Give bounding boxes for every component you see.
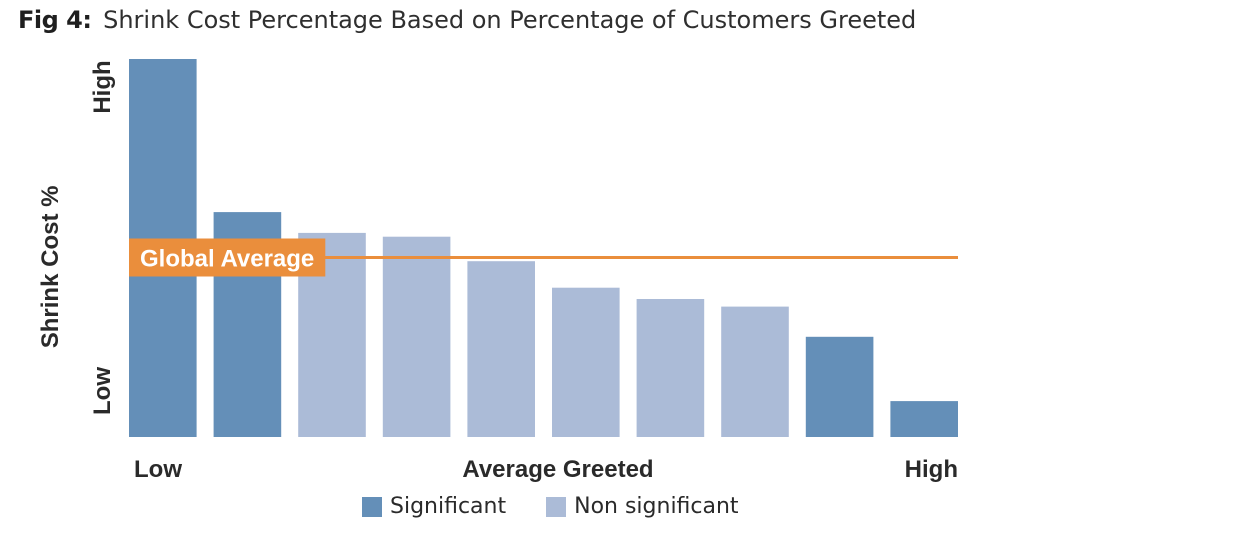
global-average-label: Global Average xyxy=(140,246,314,273)
y-axis-title: Shrink Cost % xyxy=(37,186,64,349)
bar-6 xyxy=(552,287,620,437)
legend-item-non-significant: Non significant xyxy=(546,494,739,519)
y-axis-high-label: High xyxy=(89,60,116,113)
bar-9 xyxy=(805,336,874,437)
bar-10 xyxy=(890,401,958,437)
legend-label-significant: Significant xyxy=(390,494,507,519)
y-axis-low-label: Low xyxy=(89,367,116,415)
figure-number: Fig 4: xyxy=(18,6,92,34)
legend: Significant Non significant xyxy=(362,494,779,519)
chart-title: Fig 4: Shrink Cost Percentage Based on P… xyxy=(18,6,916,34)
x-axis-title: Average Greeted xyxy=(462,456,653,483)
global-average-label-box xyxy=(129,238,326,277)
bar-7 xyxy=(636,299,705,437)
legend-swatch-non-significant xyxy=(546,496,567,517)
legend-label-non-significant: Non significant xyxy=(574,494,739,519)
bar-8 xyxy=(721,306,789,437)
x-axis-high-label: High xyxy=(905,456,958,483)
legend-item-significant: Significant xyxy=(362,494,506,519)
bar-5 xyxy=(467,261,535,437)
figure-title-text: Shrink Cost Percentage Based on Percenta… xyxy=(103,6,917,34)
legend-swatch-significant xyxy=(362,496,382,517)
x-axis-low-label: Low xyxy=(134,456,182,483)
bar-4 xyxy=(382,236,451,437)
